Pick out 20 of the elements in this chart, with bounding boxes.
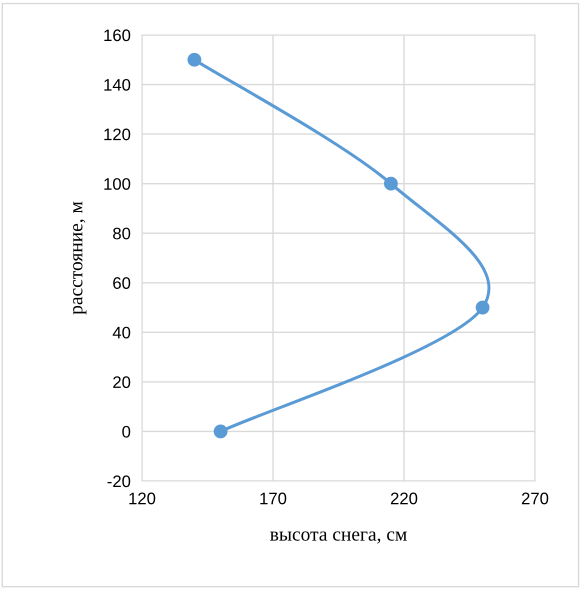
x-axis-title: высота снега, см xyxy=(270,531,407,544)
y-tick-label: -20 xyxy=(108,475,130,488)
y-tick-label: 100 xyxy=(104,178,130,190)
y-tick-label: 20 xyxy=(113,376,130,388)
y-tick-label: 160 xyxy=(104,29,130,42)
point xyxy=(187,52,202,67)
x-tick-label: 220 xyxy=(390,492,418,504)
y-tick-label: 40 xyxy=(112,326,130,339)
y-tick-label: 140 xyxy=(104,78,130,91)
y-tick-label: 0 xyxy=(122,426,130,438)
point xyxy=(214,424,228,438)
y-tick-label: 120 xyxy=(104,128,130,140)
y-tick-label: 80 xyxy=(113,228,130,240)
point xyxy=(384,176,398,191)
point xyxy=(476,300,490,314)
y-tick-label: 60 xyxy=(113,277,130,289)
y-axis-title: расстояние, м xyxy=(73,202,86,314)
x-tick-label: 120 xyxy=(129,492,156,504)
x-tick-label: 170 xyxy=(260,492,286,504)
x-tick-label: 270 xyxy=(522,492,548,504)
